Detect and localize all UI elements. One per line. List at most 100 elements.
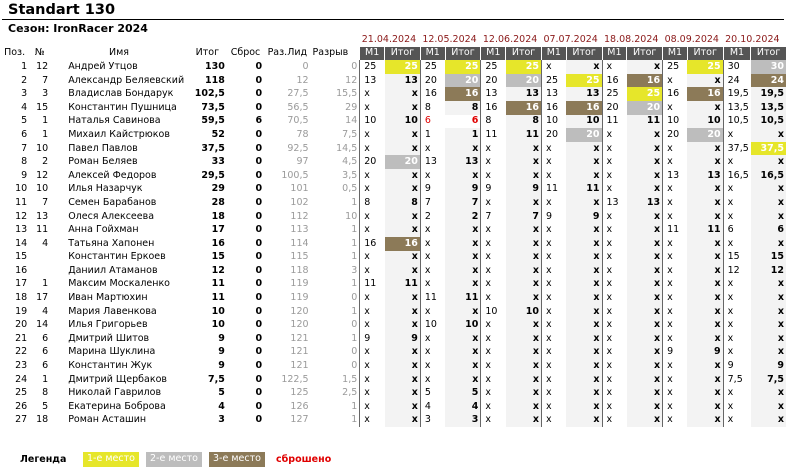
total-points-cell: 3	[218, 414, 225, 426]
race-7-result-cell: 9	[750, 359, 786, 373]
col-drop[interactable]: Сброс	[230, 47, 261, 59]
col-total[interactable]: Итог	[195, 47, 220, 59]
race-2-m1-cell: x	[419, 359, 446, 373]
driver-name-cell: Иван Мартюхин	[68, 292, 148, 304]
col-race-1-m1[interactable]: М1	[359, 46, 385, 61]
table-row[interactable]: 22 6 Марина Шуклина 9 0 121 0 x x x x x x x x x x 9 9 x x	[0, 345, 786, 360]
table-row[interactable]: 27 18 Роман Асташин 3 0 127 1 x x 3 3 x x x x x x x x x x	[0, 413, 786, 428]
table-row[interactable]: 23 6 Константин Жук 9 0 121 0 x x x x x x x x x x x x 9 9	[0, 359, 786, 373]
table-row[interactable]: 15 Константин Еркоев 15 0 115 1 x x x x x x x x x x x x 15…	[0, 250, 786, 265]
table-row[interactable]: 11 7 Семен Барабанов 28 0 102 1 8 8 7 7 x x x x 13 13 x x x…	[0, 196, 786, 210]
col-race-3-result[interactable]: Итог	[505, 46, 542, 61]
col-race-5-result[interactable]: Итог	[626, 46, 663, 61]
car-number-cell: 6	[42, 332, 49, 344]
race-5-m1-cell: x	[601, 209, 627, 224]
col-race-6-result[interactable]: Итог	[686, 46, 724, 61]
col-race-3-m1[interactable]: М1	[480, 46, 506, 61]
col-pos[interactable]: Поз.	[4, 47, 26, 59]
race-6-result-cell: 16	[687, 87, 724, 101]
gap-leader-cell: 92,5	[287, 142, 309, 154]
drop-cell: 0	[255, 183, 263, 195]
table-row[interactable]: 6 1 Михаил Кайстрюков 52 0 78 7,5 x x 1 1 11 11 20 20 x…	[0, 128, 786, 142]
car-number-cell: 1	[42, 373, 49, 385]
car-number-cell: 4	[42, 237, 49, 249]
gap-cell: 4,5	[342, 156, 358, 168]
race-6-result-cell: x	[687, 400, 724, 414]
table-row[interactable]: 18 17 Иван Мартюхин 11 0 119 0 x x 11 11 x x x x x x x x x x	[0, 291, 786, 305]
race-3-result-cell: 7	[505, 209, 542, 224]
race-7-m1-cell: x	[722, 332, 751, 346]
race-7-m1-cell: x	[722, 182, 751, 197]
table-row[interactable]: 13 11 Анна Гойхман 17 0 113 1 x x x x x x x x x x 11 11 6 6	[0, 223, 786, 237]
race-1-result-cell: x	[384, 359, 421, 373]
race-1-result-cell: x	[384, 318, 421, 333]
race-5-m1-cell: 20	[601, 100, 627, 115]
table-row[interactable]: 9 12 Алексей Федоров 29,5 0 100,5 3,5 x x x x x x x x x…	[0, 168, 786, 183]
race-4-result-cell: x	[566, 196, 603, 210]
col-gap-leader[interactable]: Раз.Лид	[267, 47, 308, 59]
race-3-result-cell: x	[505, 400, 542, 414]
table-row[interactable]: 4 15 Константин Пушница 73,5 0 56,5 29 x x 8 8 16 16…	[0, 100, 786, 115]
race-1-m1-cell: 10	[359, 114, 385, 129]
race-3-result-cell: x	[505, 250, 542, 265]
race-6-m1-cell: x	[662, 264, 688, 278]
col-race-7-m1[interactable]: М1	[722, 46, 751, 61]
race-5-result-cell: x	[626, 264, 663, 278]
gap-cell: 1	[351, 305, 358, 317]
race-5-m1-cell: x	[601, 223, 627, 237]
race-4-m1-cell: x	[540, 304, 567, 319]
car-number-cell: 10	[36, 183, 49, 195]
col-race-2-result[interactable]: Итог	[444, 46, 481, 61]
table-row[interactable]: 25 8 Николай Гаврилов 5 0 125 2,5 x x 5 5 x x x x x x x x x…	[0, 386, 786, 401]
race-7-m1-cell: x	[722, 291, 751, 305]
col-race-7-result[interactable]: Итог	[750, 46, 786, 61]
race-4-result-cell: x	[566, 345, 603, 360]
table-row[interactable]: 12 13 Олеся Алексеева 18 0 112 10 x x 2 2 7 7 9 9 x x x x x…	[0, 209, 786, 224]
table-row[interactable]: 21 6 Дмитрий Шитов 9 0 121 1 9 9 x x x x x x x x x x x x	[0, 332, 786, 346]
table-row[interactable]: 10 10 Илья Назарчук 29 0 101 0,5 x x 9 9 9 9 11 11 x x x x…	[0, 182, 786, 197]
race-7-result-cell: x	[750, 236, 786, 251]
table-row[interactable]: 14 4 Татьяна Хапонен 16 0 114 1 16 16 x x x x x x x x x x x…	[0, 236, 786, 251]
car-number-cell: 1	[42, 115, 49, 127]
race-6-result-cell: x	[687, 372, 724, 387]
table-row[interactable]: 5 1 Наталья Савинова 59,5 6 70,5 14 10 10 6 6 8 8 10 1…	[0, 114, 786, 129]
col-race-4-result[interactable]: Итог	[565, 46, 603, 61]
race-7-result-cell: x	[750, 196, 786, 210]
drop-cell: 0	[255, 346, 263, 358]
table-row[interactable]: 26 5 Екатерина Боброва 4 0 126 1 x x 4 4 x x x x x x x x x x	[0, 400, 786, 414]
race-4-m1-cell: x	[540, 168, 567, 183]
race-6-result-cell: x	[687, 304, 724, 319]
col-race-4-m1[interactable]: М1	[540, 46, 567, 61]
table-row[interactable]: 19 4 Мария Лавенкова 10 0 120 1 x x x x 10 10 x x x x x x x…	[0, 304, 786, 319]
table-row[interactable]: 16 Даниил Атаманов 12 0 118 3 x x x x x x x x x x x x 12 12	[0, 264, 786, 278]
col-race-6-m1[interactable]: М1	[662, 46, 688, 61]
table-row[interactable]: 1 12 Андрей Утцов 130 0 0 0 25 25 25 25 25 25 x x x x 25 2…	[0, 60, 786, 74]
table-row[interactable]: 2 7 Александр Беляевский 118 0 12 12 13 13 20 20 20…	[0, 73, 786, 88]
race-4-result-cell: 25	[566, 73, 603, 88]
col-race-5-m1[interactable]: М1	[601, 46, 627, 61]
drop-cell: 0	[255, 387, 263, 399]
race-6-result-cell: x	[687, 359, 724, 373]
table-row[interactable]: 24 1 Дмитрий Щербаков 7,5 0 122,5 1,5 x x x x x x x x x…	[0, 372, 786, 387]
drop-cell: 0	[255, 224, 263, 236]
table-row[interactable]: 17 1 Максим Москаленко 11 0 119 1 11 11 x x x x x x x x x…	[0, 277, 786, 292]
total-points-cell: 5	[218, 387, 225, 399]
drop-cell: 0	[255, 332, 263, 344]
race-6-m1-cell: x	[662, 318, 688, 333]
drop-cell: 0	[255, 251, 263, 263]
table-row[interactable]: 3 3 Владислав Бондарук 102,5 0 27,5 15,5 x x 16 16…	[0, 87, 786, 101]
col-num[interactable]: №	[34, 47, 45, 59]
col-name[interactable]: Имя	[109, 47, 130, 59]
race-5-m1-cell: 16	[601, 73, 627, 88]
race-6-m1-cell: x	[662, 196, 688, 210]
col-race-1-result[interactable]: Итог	[384, 46, 421, 61]
table-row[interactable]: 8 2 Роман Беляев 33 0 97 4,5 20 20 13 13 x x x x x x x x x x	[0, 155, 786, 169]
total-points-cell: 9	[218, 346, 225, 358]
col-race-2-m1[interactable]: М1	[419, 46, 446, 61]
table-row[interactable]: 20 14 Илья Григорьев 10 0 120 0 x x 10 10 x x x x x x x x x…	[0, 318, 786, 333]
col-gap[interactable]: Разрыв	[312, 47, 349, 59]
car-number-cell: 18	[36, 414, 49, 426]
table-row[interactable]: 7 10 Павел Павлов 37,5 0 92,5 14,5 x x x x x x x x x x x x…	[0, 141, 786, 156]
race-7-result-cell: x	[750, 345, 786, 360]
gap-leader-cell: 120	[290, 305, 309, 317]
